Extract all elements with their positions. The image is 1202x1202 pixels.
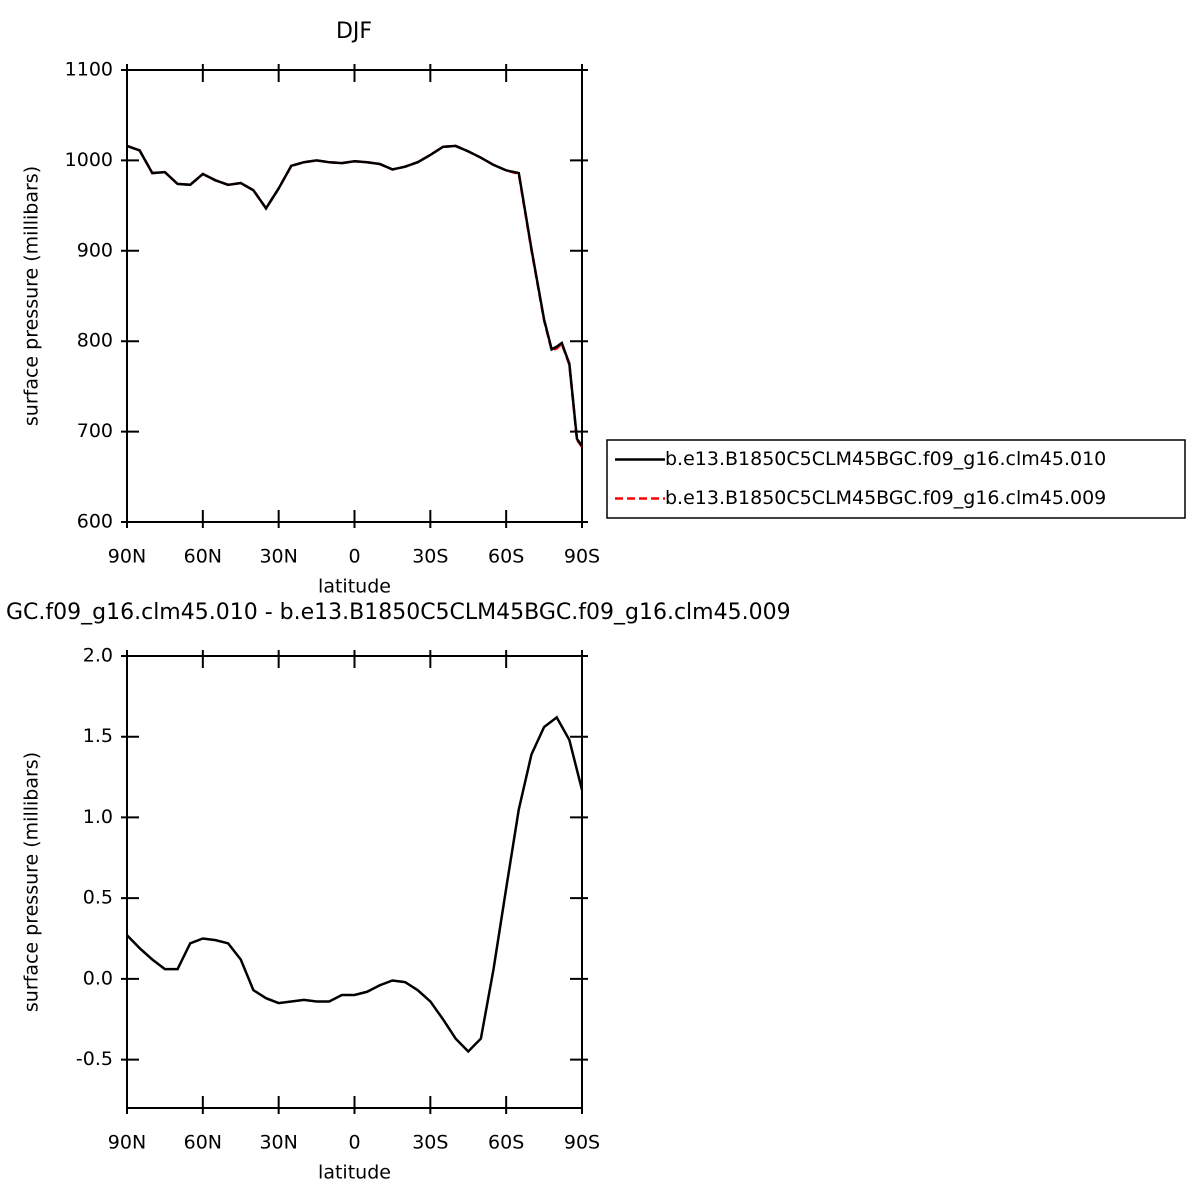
- y-tick-label: 800: [77, 330, 113, 352]
- y-axis-label: surface pressure (millibars): [21, 752, 43, 1012]
- y-tick-label: 1.0: [83, 806, 113, 828]
- y-tick-label: 1100: [65, 59, 113, 81]
- data-line: [126, 144, 584, 447]
- x-tick-label: 0: [348, 546, 360, 568]
- y-tick-label: 1.5: [83, 725, 113, 747]
- x-tick-label: 90N: [108, 546, 146, 568]
- x-tick-label: 60S: [488, 546, 524, 568]
- y-tick-label: 700: [77, 420, 113, 442]
- x-tick-label: 90N: [108, 1132, 146, 1154]
- y-tick-label: 0.0: [83, 967, 113, 989]
- x-axis-label: latitude: [318, 1162, 391, 1184]
- y-tick-label: 600: [77, 511, 113, 533]
- chart-title: DJF: [336, 19, 372, 44]
- plot-frame: [126, 655, 583, 1109]
- legend-label: b.e13.B1850C5CLM45BGC.f09_g16.clm45.010: [665, 448, 1106, 470]
- data-line: [126, 144, 584, 448]
- y-tick-label: -0.5: [76, 1048, 113, 1070]
- y-tick-label: 900: [77, 239, 113, 261]
- x-tick-label: 60N: [184, 1132, 222, 1154]
- x-tick-label: 30S: [412, 546, 448, 568]
- y-tick-label: 1000: [65, 149, 113, 171]
- legend-label: b.e13.B1850C5CLM45BGC.f09_g16.clm45.009: [665, 487, 1106, 509]
- x-tick-label: 30N: [259, 546, 297, 568]
- plot-frame: [126, 69, 583, 523]
- x-tick-label: 90S: [564, 1132, 600, 1154]
- y-tick-label: 2.0: [83, 645, 113, 667]
- x-tick-label: 0: [348, 1132, 360, 1154]
- y-axis-label: surface pressure (millibars): [21, 166, 43, 426]
- chart-title: GC.f09_g16.clm45.010 - b.e13.B1850C5CLM4…: [6, 600, 791, 625]
- x-tick-label: 30N: [259, 1132, 297, 1154]
- y-tick-label: 0.5: [83, 887, 113, 909]
- x-axis-label: latitude: [318, 576, 391, 598]
- legend-box: [606, 439, 1186, 519]
- x-tick-label: 60N: [184, 546, 222, 568]
- x-tick-label: 30S: [412, 1132, 448, 1154]
- x-tick-label: 60S: [488, 1132, 524, 1154]
- x-tick-label: 90S: [564, 546, 600, 568]
- data-line: [126, 715, 584, 1054]
